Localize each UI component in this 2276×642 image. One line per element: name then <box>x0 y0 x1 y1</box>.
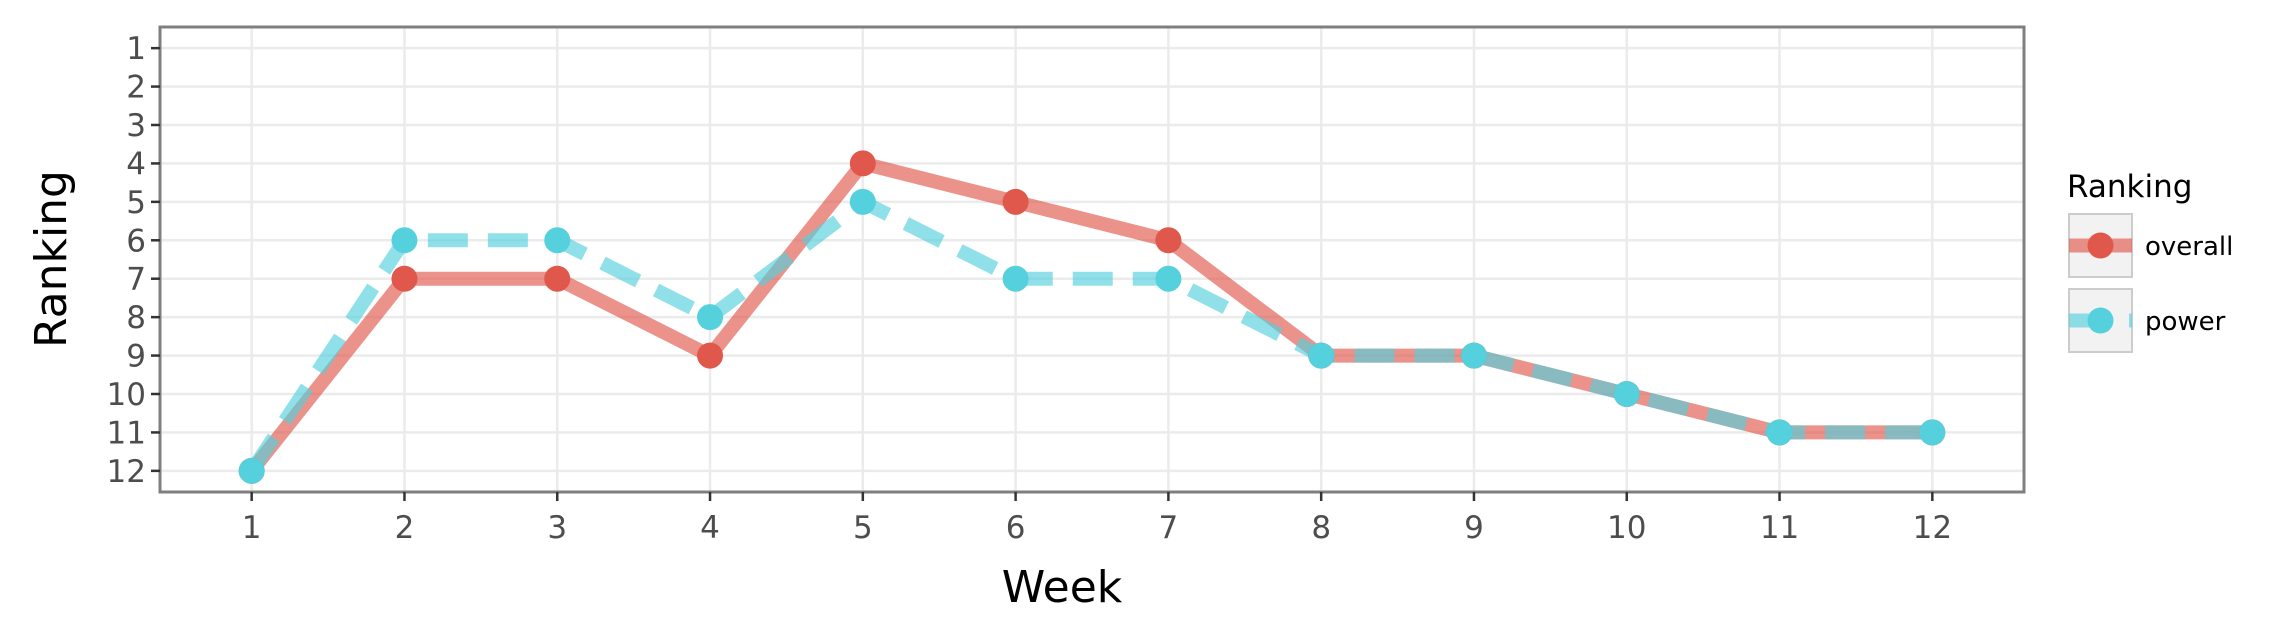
y-tick-label: 7 <box>126 262 146 298</box>
data-point-power <box>1308 342 1335 369</box>
x-tick-label: 9 <box>1464 510 1484 546</box>
data-point-power <box>1919 419 1946 446</box>
data-point-power <box>1766 419 1793 446</box>
x-tick-label: 5 <box>853 510 873 546</box>
x-tick-label: 7 <box>1159 510 1179 546</box>
x-axis-title: Week <box>1002 562 1123 613</box>
x-tick-label: 3 <box>547 510 567 546</box>
data-point-power <box>1460 342 1487 369</box>
legend-title: Ranking <box>2067 169 2192 205</box>
data-point-overall <box>849 150 876 177</box>
data-point-power <box>544 227 571 254</box>
data-point-overall <box>544 265 571 292</box>
data-point-overall <box>697 342 724 369</box>
y-tick-label: 9 <box>126 339 146 375</box>
series-line-power <box>245 194 1933 475</box>
y-tick-label: 5 <box>126 185 146 221</box>
series-lines <box>245 156 1933 476</box>
y-tick-label: 10 <box>107 377 146 413</box>
x-tick-label: 6 <box>1006 510 1026 546</box>
gridlines <box>160 27 2024 492</box>
data-point-power <box>391 227 418 254</box>
y-tick-label: 2 <box>126 70 146 106</box>
y-tick-label: 8 <box>126 300 146 336</box>
y-tick-label: 3 <box>126 108 146 144</box>
legend-key-point-power <box>2087 307 2114 334</box>
y-tick-label: 6 <box>126 223 146 259</box>
x-tick-label: 11 <box>1760 510 1799 546</box>
y-tick-label: 1 <box>126 31 146 67</box>
legend-label-overall: overall <box>2145 232 2233 262</box>
data-point-overall <box>391 265 418 292</box>
data-point-power <box>1002 265 1029 292</box>
legend-label-power: power <box>2145 307 2226 337</box>
y-tick-label: 11 <box>107 415 146 451</box>
data-point-power <box>849 188 876 215</box>
data-point-power <box>1613 381 1640 408</box>
data-point-overall <box>1155 227 1182 254</box>
series-points <box>238 150 1946 484</box>
x-tick-label: 10 <box>1607 510 1646 546</box>
x-axis-ticks: 1 2 3 4 5 6 7 8 9 10 11 12 <box>242 492 1952 546</box>
data-point-power <box>1155 265 1182 292</box>
x-tick-label: 2 <box>395 510 415 546</box>
x-tick-label: 8 <box>1311 510 1331 546</box>
x-tick-label: 4 <box>700 510 720 546</box>
data-point-overall <box>1002 188 1029 215</box>
x-tick-label: 12 <box>1913 510 1952 546</box>
y-tick-label: 4 <box>126 146 146 182</box>
legend: Ranking overall power <box>2067 169 2233 353</box>
data-point-power <box>238 457 265 484</box>
data-point-power <box>697 304 724 331</box>
panel-border <box>158 25 2026 494</box>
y-tick-label: 12 <box>107 454 146 490</box>
legend-key-point-overall <box>2087 232 2114 259</box>
x-tick-label: 1 <box>242 510 262 546</box>
y-axis-title: Ranking <box>26 170 77 348</box>
